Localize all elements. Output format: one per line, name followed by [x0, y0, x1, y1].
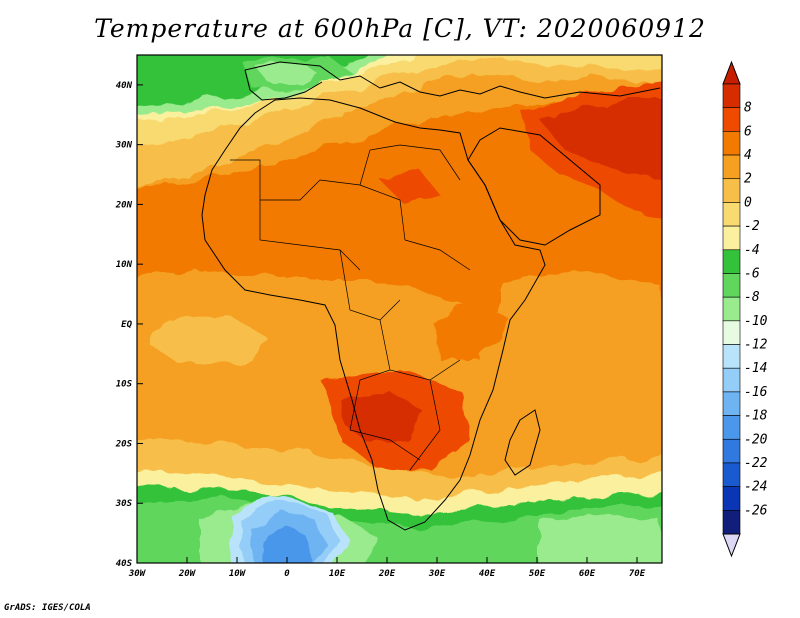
x-axis: 30W 20W 10W 0 10E 20E 30E 40E 50E 60E 70E	[128, 557, 646, 579]
colorbar-swatch	[722, 320, 741, 345]
y-tick-label: 10S	[116, 380, 133, 390]
y-tick-label: 20N	[115, 200, 133, 210]
colorbar-swatch	[722, 486, 741, 511]
field-south-atlantic-minus18	[262, 525, 312, 563]
field-eastafrica-2-4	[430, 300, 510, 360]
y-tick-label: 40N	[116, 81, 133, 91]
colorbar-swatch	[722, 83, 741, 108]
colorbar-label: 8	[744, 101, 752, 116]
colorbar-label: -22	[744, 456, 768, 471]
colorbar-swatch	[722, 273, 741, 298]
colorbar-swatch	[722, 178, 741, 203]
colorbar-label: -20	[744, 432, 768, 447]
field-chad-4-6	[380, 170, 440, 205]
y-tick-label: 10N	[116, 260, 133, 270]
colorbar-swatch	[722, 154, 741, 180]
colorbar-swatch	[722, 107, 741, 132]
colorbar-label: -26	[744, 503, 768, 518]
x-tick-label: 60E	[579, 569, 596, 579]
field-indian-0-2	[500, 270, 662, 440]
colorbar-label: 0	[744, 195, 752, 210]
x-tick-label: 0	[284, 569, 290, 579]
colorbar-label: -6	[744, 266, 760, 281]
y-axis: 40N 30N 20N 10N EQ 10S 20S 30S 40S	[115, 81, 143, 569]
colorbar: 8 6 4 2 0 -2 -4 -6 -8 -10 -12 -14 -16 -18 -20 -22 -24 -26	[722, 60, 768, 558]
colorbar-label: -14	[744, 361, 767, 376]
x-tick-label: 50E	[529, 569, 546, 579]
x-tick-label: 10W	[229, 569, 247, 579]
arabia-coastline	[467, 127, 601, 246]
colorbar-swatch	[722, 249, 741, 274]
field-iberia-minus10	[255, 64, 318, 84]
credit-text: GrADS: IGES/COLA	[4, 603, 91, 613]
colorbar-swatch	[722, 438, 741, 464]
y-tick-label: 20S	[115, 439, 133, 449]
y-tick-label: EQ	[121, 320, 132, 330]
field-atlantic-minus2-0	[150, 315, 270, 365]
africa-coastline	[201, 97, 546, 531]
coastlines	[201, 61, 661, 531]
colorbar-swatch	[722, 367, 741, 393]
x-tick-label: 40E	[479, 569, 496, 579]
colorbar-cap-top	[722, 60, 741, 85]
colorbar-swatch	[722, 415, 741, 440]
country-borders	[230, 144, 471, 471]
field-band-iran-6-8	[540, 100, 662, 180]
x-tick-label: 20W	[178, 569, 197, 579]
x-tick-label: 10E	[329, 569, 346, 579]
y-tick-label: 30N	[115, 141, 133, 151]
x-tick-label: 70E	[629, 569, 646, 579]
colorbar-cap-bottom	[722, 533, 741, 558]
europe-coastline	[244, 61, 661, 99]
colorbar-label: -24	[744, 480, 767, 495]
colorbar-swatch	[722, 510, 741, 535]
colorbar-label: 2	[744, 172, 752, 187]
colorbar-swatch	[722, 391, 741, 416]
colorbar-label: -8	[744, 290, 760, 305]
colorbar-swatch	[722, 202, 741, 227]
colorbar-label: 6	[744, 124, 752, 139]
madagascar-coastline	[504, 409, 541, 476]
chart-title: Temperature at 600hPa [C], VT: 202006091…	[94, 14, 706, 43]
colorbar-label: -12	[744, 338, 768, 353]
y-tick-label: 40S	[116, 559, 133, 569]
colorbar-label: 4	[744, 148, 752, 163]
colorbar-swatch	[722, 344, 741, 369]
colorbar-swatch	[722, 462, 741, 487]
temperature-field	[137, 55, 662, 563]
field-south-indian-minus10	[540, 515, 662, 563]
colorbar-label: -18	[744, 409, 768, 424]
x-tick-label: 30W	[128, 569, 147, 579]
colorbar-label: -4	[744, 243, 760, 258]
x-tick-label: 20E	[378, 569, 396, 579]
colorbar-swatch	[722, 296, 741, 322]
y-tick-label: 30S	[115, 499, 133, 509]
x-tick-label: 30E	[428, 569, 446, 579]
plot-frame	[136, 54, 663, 564]
field-namibia-6-8	[340, 392, 420, 445]
iberia-coastline	[244, 69, 323, 101]
colorbar-label: -16	[744, 385, 768, 400]
colorbar-label: -10	[744, 314, 768, 329]
colorbar-swatch	[722, 225, 741, 251]
colorbar-swatch	[722, 131, 741, 156]
colorbar-label: -2	[744, 219, 760, 234]
